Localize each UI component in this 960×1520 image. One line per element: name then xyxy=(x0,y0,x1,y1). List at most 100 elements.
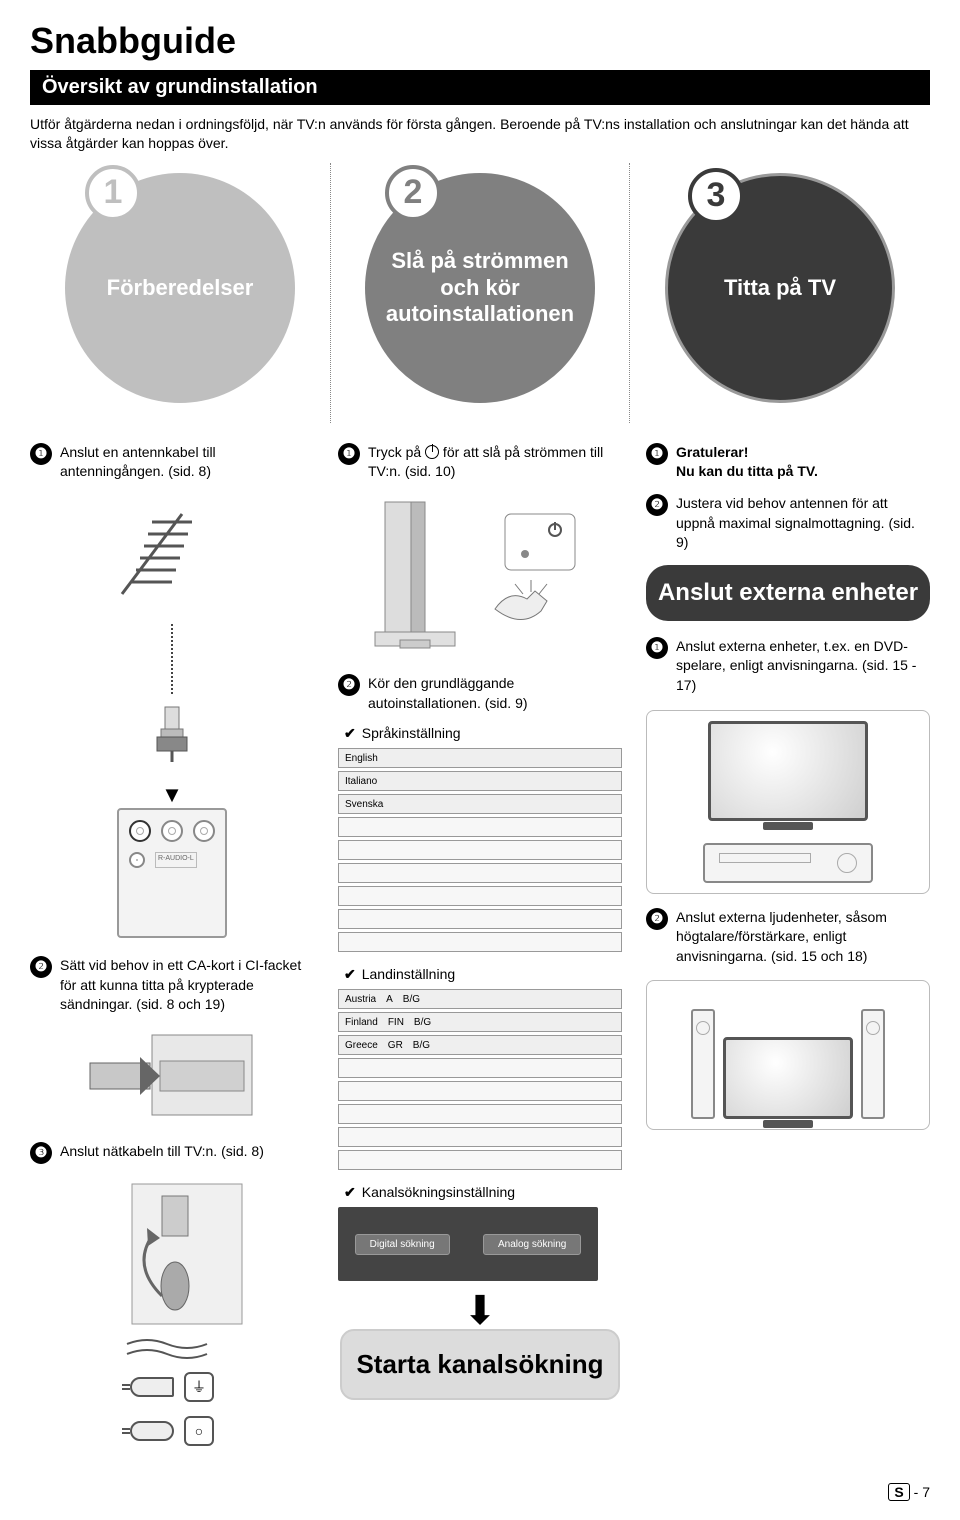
country-item xyxy=(338,1127,622,1147)
bullet-1: ❶ xyxy=(338,443,360,465)
ci-slot-graphic xyxy=(30,1027,314,1122)
content-row: ❶ Anslut en antennkabel till antenningån… xyxy=(30,443,930,1466)
lang-item xyxy=(338,932,622,952)
circle-title-2: Slå på strömmen och kör autoinstallation… xyxy=(365,248,595,327)
tv-icon xyxy=(708,721,868,821)
country-item xyxy=(338,1058,622,1078)
c1-step3: ❸ Anslut nätkabeln till TV:n. (sid. 8) xyxy=(30,1142,314,1164)
tv-dvd-graphic xyxy=(646,710,930,894)
step-number-2: 2 xyxy=(385,165,441,221)
c2-step2-text: Kör den grundläggande autoinstallationen… xyxy=(368,674,622,713)
jack-icon xyxy=(193,820,215,842)
step-circle-3: 3 Titta på TV xyxy=(665,173,895,403)
jack-icon xyxy=(161,820,183,842)
page-footer: S - 7 xyxy=(30,1484,930,1500)
antenna-input-panel: R-AUDIO-L xyxy=(117,808,227,938)
dotted-cable xyxy=(171,624,173,694)
external-devices-header: Anslut externa enheter xyxy=(646,565,930,621)
tv-press-icon xyxy=(365,494,595,654)
country-item xyxy=(338,1150,622,1170)
column-2: ❶ Tryck på för att slå på strömmen till … xyxy=(338,443,622,1466)
circle-title-1: Förberedelser xyxy=(89,275,272,301)
c3-step2-text: Justera vid behov antennen för att uppnå… xyxy=(676,494,930,553)
language-list: English Italiano Svenska xyxy=(338,748,622,952)
check-language: Språkinställning xyxy=(344,725,622,742)
connector-icon xyxy=(147,702,197,762)
country-item xyxy=(338,1104,622,1124)
power-graphic: ⏚ ○ xyxy=(30,1176,314,1446)
down-arrow-icon: ⬇ xyxy=(338,1299,622,1323)
intro-text: Utför åtgärderna nedan i ordningsföljd, … xyxy=(30,115,930,153)
plug-row: ○ xyxy=(130,1416,214,1446)
lang-item: English xyxy=(338,748,622,768)
jack-icon xyxy=(129,852,145,868)
c3-ext1-text: Anslut externa enheter, t.ex. en DVD-spe… xyxy=(676,637,930,696)
c3-ext2-text: Anslut externa ljudenheter, såsom högtal… xyxy=(676,908,930,967)
country-item: GreeceGRB/G xyxy=(338,1035,622,1055)
c2-step1: ❶ Tryck på för att slå på strömmen till … xyxy=(338,443,622,482)
step-circle-2: 2 Slå på strömmen och kör autoinstallati… xyxy=(365,173,595,403)
tv-icon xyxy=(723,1037,853,1119)
c1-step3-text: Anslut nätkabeln till TV:n. (sid. 8) xyxy=(60,1142,264,1162)
antenna-graphic xyxy=(30,494,314,604)
circle-title-3: Titta på TV xyxy=(706,275,854,301)
start-search-box: Starta kanalsökning xyxy=(340,1329,620,1400)
column-3: ❶ Gratulerar! Nu kan du titta på TV. ❷ J… xyxy=(646,443,930,1466)
bullet-2: ❷ xyxy=(646,908,668,930)
bullet-2: ❷ xyxy=(646,494,668,516)
step-circle-1: 1 Förberedelser xyxy=(65,173,295,403)
footer-lang-code: S xyxy=(888,1483,909,1501)
c1-step2-text: Sätt vid behov in ett CA-kort i CI-facke… xyxy=(60,956,314,1015)
speaker-icon xyxy=(691,1009,715,1119)
check-country: Landinställning xyxy=(344,966,622,983)
antenna-icon xyxy=(102,494,242,604)
country-item xyxy=(338,1081,622,1101)
wavy-break-icon xyxy=(122,1336,222,1360)
bullet-1: ❶ xyxy=(30,443,52,465)
c3-step1-text: Gratulerar! Nu kan du titta på TV. xyxy=(676,443,818,482)
jack-icon xyxy=(129,820,151,842)
step-number-3: 3 xyxy=(688,168,744,224)
column-1: ❶ Anslut en antennkabel till antenningån… xyxy=(30,443,314,1466)
plug-icon xyxy=(130,1421,174,1441)
lang-item xyxy=(338,909,622,929)
c3-step1: ❶ Gratulerar! Nu kan du titta på TV. xyxy=(646,443,930,482)
digital-search-btn: Digital sökning xyxy=(355,1234,450,1255)
step-number-1: 1 xyxy=(85,165,141,221)
psu-icon xyxy=(92,1176,252,1336)
lang-item xyxy=(338,817,622,837)
country-item: AustriaAB/G xyxy=(338,989,622,1009)
bullet-1: ❶ xyxy=(646,637,668,659)
c2-step2: ❷ Kör den grundläggande autoinstallation… xyxy=(338,674,622,713)
down-arrow-icon: ▼ xyxy=(30,782,314,808)
speaker-icon xyxy=(861,1009,885,1119)
lang-item: Svenska xyxy=(338,794,622,814)
plug-row: ⏚ xyxy=(130,1372,214,1402)
bullet-3: ❸ xyxy=(30,1142,52,1164)
tv-speakers-graphic xyxy=(646,980,930,1130)
c2-step1-text: Tryck på för att slå på strömmen till TV… xyxy=(368,443,622,482)
analog-search-btn: Analog sökning xyxy=(483,1234,581,1255)
c3-ext1: ❶ Anslut externa enheter, t.ex. en DVD-s… xyxy=(646,637,930,696)
tv-power-graphic xyxy=(338,494,622,654)
plug-icon xyxy=(130,1377,174,1397)
dvd-icon xyxy=(703,843,873,883)
section-header: Översikt av grundinstallation xyxy=(30,70,930,105)
c1-step1: ❶ Anslut en antennkabel till antenningån… xyxy=(30,443,314,482)
lang-item: Italiano xyxy=(338,771,622,791)
bullet-1: ❶ xyxy=(646,443,668,465)
c1-step2: ❷ Sätt vid behov in ett CA-kort i CI-fac… xyxy=(30,956,314,1015)
lang-item xyxy=(338,840,622,860)
ci-card-icon xyxy=(82,1027,262,1122)
lang-item xyxy=(338,886,622,906)
check-channel: Kanalsökningsinställning xyxy=(344,1184,622,1201)
power-icon xyxy=(425,445,439,459)
c1-step1-text: Anslut en antennkabel till antenningånge… xyxy=(60,443,314,482)
bullet-2: ❷ xyxy=(30,956,52,978)
country-item: FinlandFINB/G xyxy=(338,1012,622,1032)
footer-page-num: - 7 xyxy=(914,1484,930,1500)
lang-item xyxy=(338,863,622,883)
c3-ext2: ❷ Anslut externa ljudenheter, såsom högt… xyxy=(646,908,930,967)
search-type-box: Digital sökning Analog sökning xyxy=(338,1207,598,1281)
panel-label: R-AUDIO-L xyxy=(155,852,197,868)
